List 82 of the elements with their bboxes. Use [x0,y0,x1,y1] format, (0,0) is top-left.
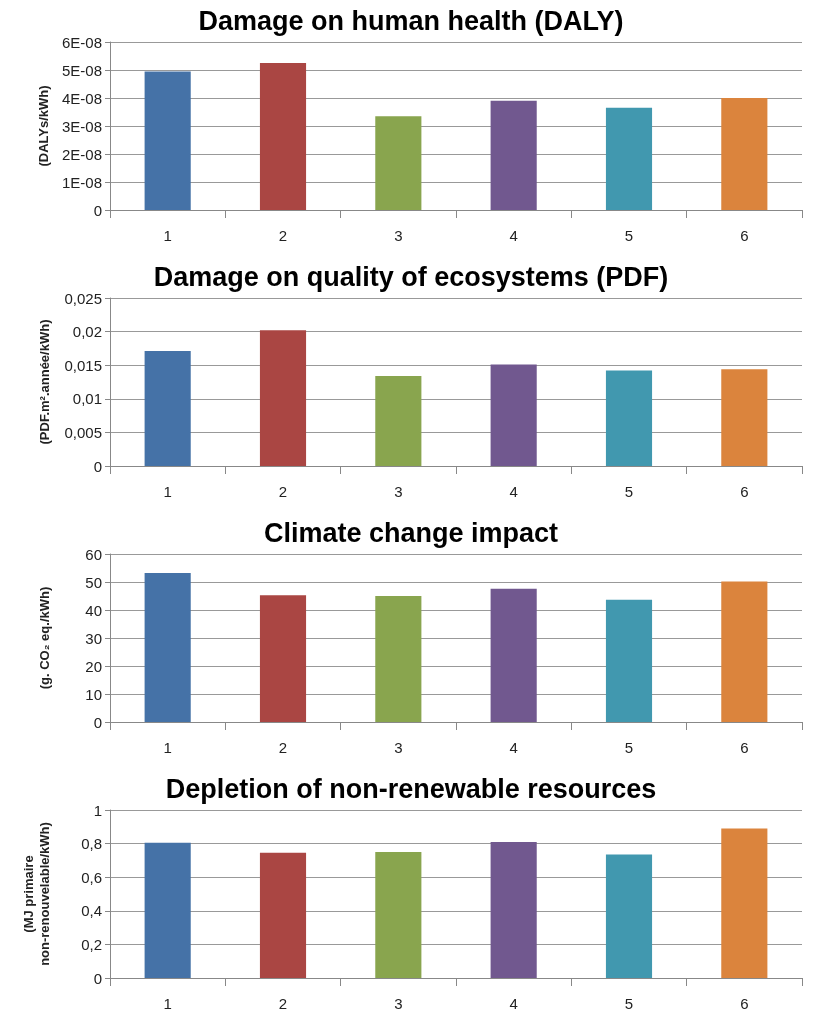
x-tick-label: 4 [509,227,518,244]
y-tick-label: 6E-08 [61,33,102,51]
x-tick-label: 3 [394,483,403,500]
x-tick-label: 2 [278,739,288,756]
y-tick-label: 40 [85,601,102,619]
y-tick-label: 4E-08 [61,89,102,107]
y-tick-label: 0,02 [72,323,102,341]
y-tick-label: 0,6 [81,868,102,886]
bar [375,375,422,466]
y-axis-title: (DALYs/kWh) [35,85,51,167]
bar [144,71,191,210]
y-axis-title: (MJ primaire non-renouvelable/kWh) [20,822,52,966]
x-tick-label: 1 [163,739,172,756]
bar [375,852,422,978]
bar [144,573,191,722]
y-tick-label: 0,8 [81,835,102,853]
y-axis-title: (g. CO₂ eq./kWh) [36,586,52,690]
y-tick-label: 0,015 [64,356,102,374]
bar [721,581,768,722]
bar [490,841,537,978]
x-tick-label: 4 [509,739,518,756]
y-tick-label: 0 [93,969,102,987]
chart-title: Damage on quality of ecosystems (PDF) [153,261,669,292]
bar [375,596,422,722]
x-tick-label: 3 [394,739,403,756]
chart-title: Damage on human health (DALY) [198,5,624,36]
chart-title: Depletion of non-renewable resources [165,773,657,804]
y-tick-label: 3E-08 [61,117,102,135]
y-tick-label: 0 [93,457,102,475]
y-tick-label: 10 [85,685,102,703]
bar [605,107,653,210]
y-tick-label: 0,2 [81,935,102,953]
y-tick-label: 1E-08 [61,173,102,191]
y-tick-label: 20 [85,657,102,675]
y-tick-label: 60 [85,545,102,563]
bar [144,351,191,466]
bar [605,854,653,978]
y-tick-label: 0 [93,201,102,219]
y-tick-label: 0,025 [64,289,102,307]
x-tick-label: 3 [394,227,403,244]
y-tick-label: 0 [93,713,102,731]
y-tick-label: 30 [85,629,102,647]
y-tick-label: 0,4 [81,902,102,920]
x-tick-label: 6 [740,483,749,500]
bar [490,588,537,722]
bar [259,63,307,210]
y-tick-label: 1 [93,801,102,819]
bar [259,595,307,722]
bar [490,364,537,466]
x-tick-label: 5 [624,483,634,500]
x-tick-label: 4 [509,483,518,500]
x-tick-label: 2 [278,995,288,1012]
x-tick-label: 1 [163,483,172,500]
bar [259,330,307,466]
y-tick-label: 2E-08 [61,145,102,163]
x-tick-label: 6 [740,739,749,756]
y-tick-label: 0,01 [72,390,102,408]
bar [605,370,653,466]
bar [259,852,307,978]
bar [605,599,653,722]
x-tick-label: 3 [394,995,403,1012]
x-tick-label: 5 [624,995,634,1012]
x-tick-label: 4 [509,995,518,1012]
x-tick-label: 5 [624,739,634,756]
x-tick-label: 1 [163,227,172,244]
x-tick-label: 6 [740,227,749,244]
x-tick-label: 1 [163,995,172,1012]
bar [144,842,191,978]
y-axis-title: (PDF.m².année/kWh) [36,319,52,445]
chart-title: Climate change impact [263,517,559,548]
x-tick-label: 6 [740,995,749,1012]
bar [375,116,422,210]
bar [721,369,768,466]
x-tick-label: 2 [278,483,288,500]
x-tick-label: 5 [624,227,634,244]
bar [721,98,768,210]
bar [721,828,768,978]
y-tick-label: 0,005 [64,423,102,441]
bar [490,100,537,210]
x-tick-label: 2 [278,227,288,244]
y-tick-label: 5E-08 [61,61,102,79]
y-tick-label: 50 [85,573,102,591]
